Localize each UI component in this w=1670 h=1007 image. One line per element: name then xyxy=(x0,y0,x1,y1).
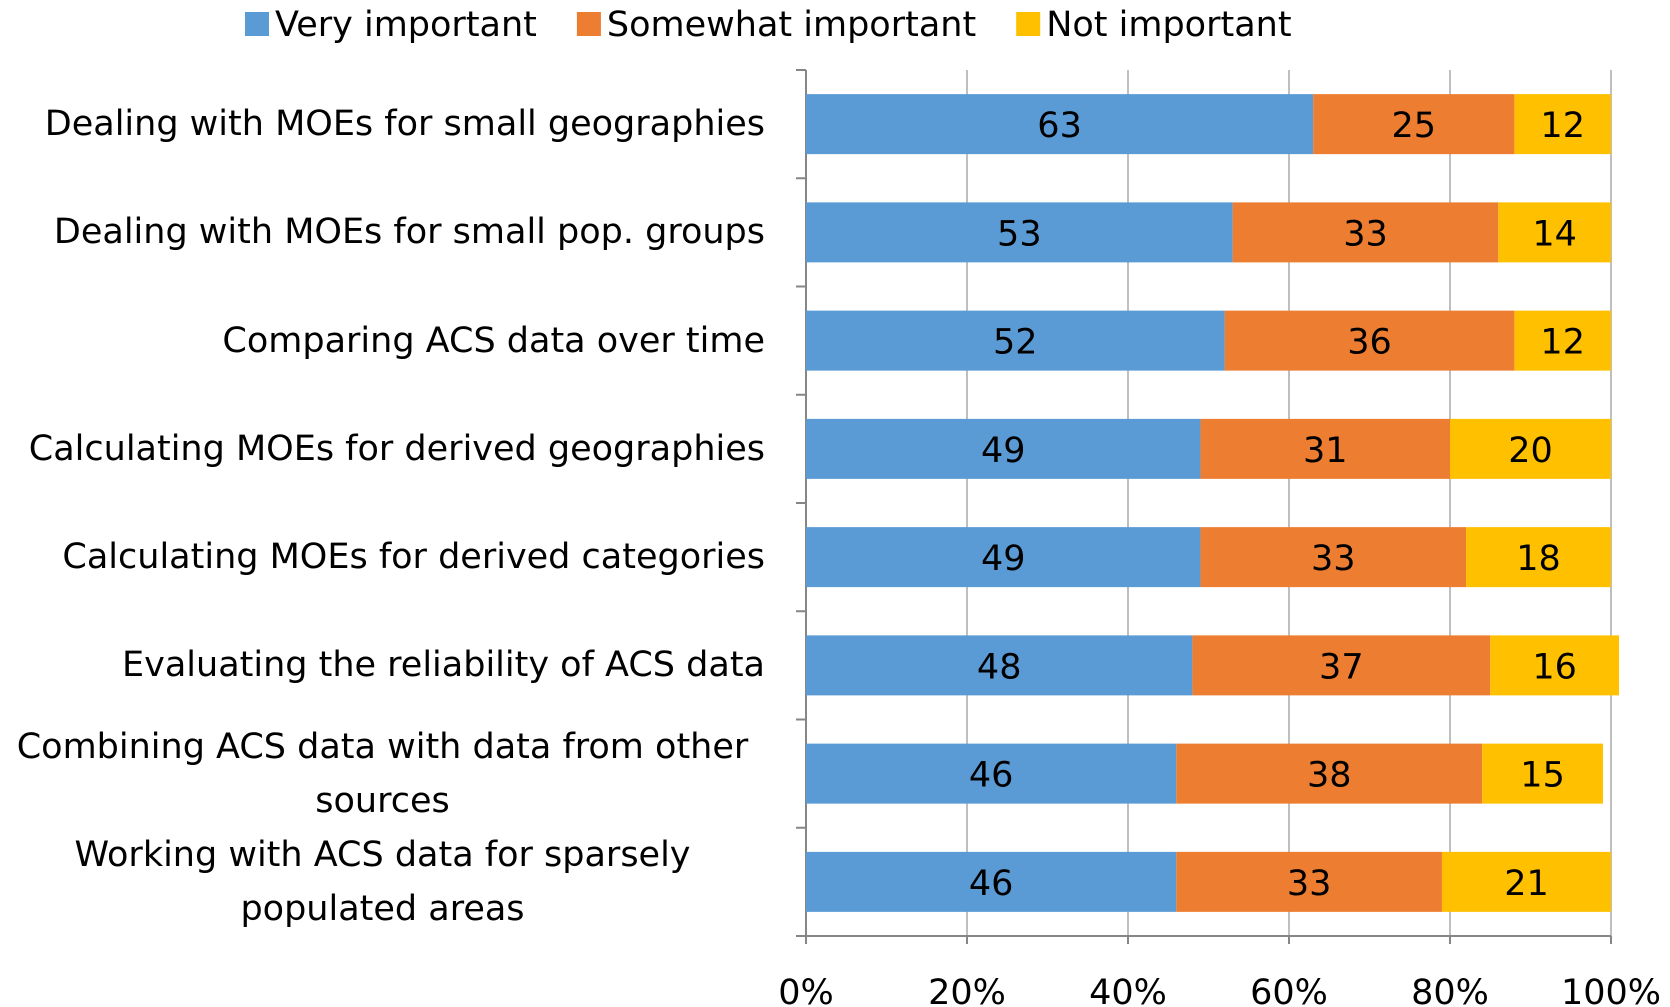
bar-segment xyxy=(1450,418,1611,479)
y-tick-label: Working with ACS data for sparsely popul… xyxy=(74,834,691,929)
bar-segment xyxy=(1200,418,1450,479)
legend-label: Very important xyxy=(275,5,537,45)
bar-segment xyxy=(1192,635,1491,696)
bar-segment xyxy=(806,635,1193,696)
data-label: 48 xyxy=(977,647,1022,687)
data-label: 14 xyxy=(1532,214,1577,254)
bar-segment xyxy=(1200,527,1467,588)
data-label: 33 xyxy=(1343,214,1388,254)
y-tick-label: Comparing ACS data over time xyxy=(222,320,765,361)
data-label: 49 xyxy=(981,539,1026,579)
bar-segment xyxy=(1482,743,1603,804)
data-label: 12 xyxy=(1540,323,1585,363)
y-tick-label: Dealing with MOEs for small geographies xyxy=(44,104,765,145)
bar-segment xyxy=(806,202,1233,263)
y-tick-label: Calculating MOEs for derived categories xyxy=(62,537,765,578)
y-tick-label: Dealing with MOEs for small pop. groups xyxy=(53,212,765,253)
data-label: 37 xyxy=(1319,647,1364,687)
data-label: 15 xyxy=(1520,756,1565,796)
data-label: 49 xyxy=(981,431,1026,471)
bar-segment xyxy=(1176,743,1483,804)
legend-label: Somewhat important xyxy=(607,5,976,45)
bar-segment xyxy=(1490,635,1620,696)
x-tick-label: 0% xyxy=(778,973,834,1007)
data-label: 36 xyxy=(1347,323,1392,363)
data-label: 53 xyxy=(997,214,1042,254)
x-tick-label: 40% xyxy=(1089,973,1167,1007)
y-tick-label: Calculating MOEs for derived geographies xyxy=(28,428,765,469)
bar-segment xyxy=(806,310,1225,371)
legend-swatch xyxy=(245,12,269,36)
x-tick-label: 60% xyxy=(1250,973,1328,1007)
data-label: 33 xyxy=(1311,539,1356,579)
legend-swatch xyxy=(576,12,601,36)
data-label: 21 xyxy=(1504,864,1549,904)
x-tick-label: 100% xyxy=(1561,973,1661,1007)
data-label: 31 xyxy=(1303,431,1348,471)
bar-segment xyxy=(806,418,1201,479)
bar-segment xyxy=(1176,851,1442,912)
data-label: 12 xyxy=(1540,106,1585,146)
data-label: 18 xyxy=(1516,539,1561,579)
x-tick-label: 80% xyxy=(1411,973,1489,1007)
bar-segment xyxy=(1514,94,1611,155)
data-label: 46 xyxy=(969,756,1014,796)
legend-swatch xyxy=(1016,12,1041,36)
data-label: 16 xyxy=(1532,647,1577,687)
bar-segment xyxy=(1498,202,1611,263)
bar-segment xyxy=(806,94,1314,155)
data-label: 20 xyxy=(1508,431,1553,471)
bar-segment xyxy=(1232,202,1499,263)
bar-segment xyxy=(1441,851,1611,912)
bar-segment xyxy=(1466,527,1611,588)
y-tick-label: Combining ACS data with data from other … xyxy=(16,726,749,821)
bar-segment xyxy=(806,743,1177,804)
bar-segment xyxy=(1224,310,1515,371)
data-label: 25 xyxy=(1392,106,1437,146)
bar-segment xyxy=(1313,94,1515,155)
data-label: 52 xyxy=(993,323,1038,363)
data-label: 63 xyxy=(1037,106,1082,146)
bar-segment xyxy=(1514,310,1611,371)
data-label: 46 xyxy=(969,864,1014,904)
data-label: 33 xyxy=(1287,864,1332,904)
data-label: 38 xyxy=(1307,756,1352,796)
legend-label: Not important xyxy=(1046,5,1291,45)
x-tick-label: 20% xyxy=(928,973,1006,1007)
bar-segment xyxy=(806,851,1177,912)
bar-segment xyxy=(806,527,1201,588)
y-tick-label: Evaluating the reliability of ACS data xyxy=(122,645,765,686)
